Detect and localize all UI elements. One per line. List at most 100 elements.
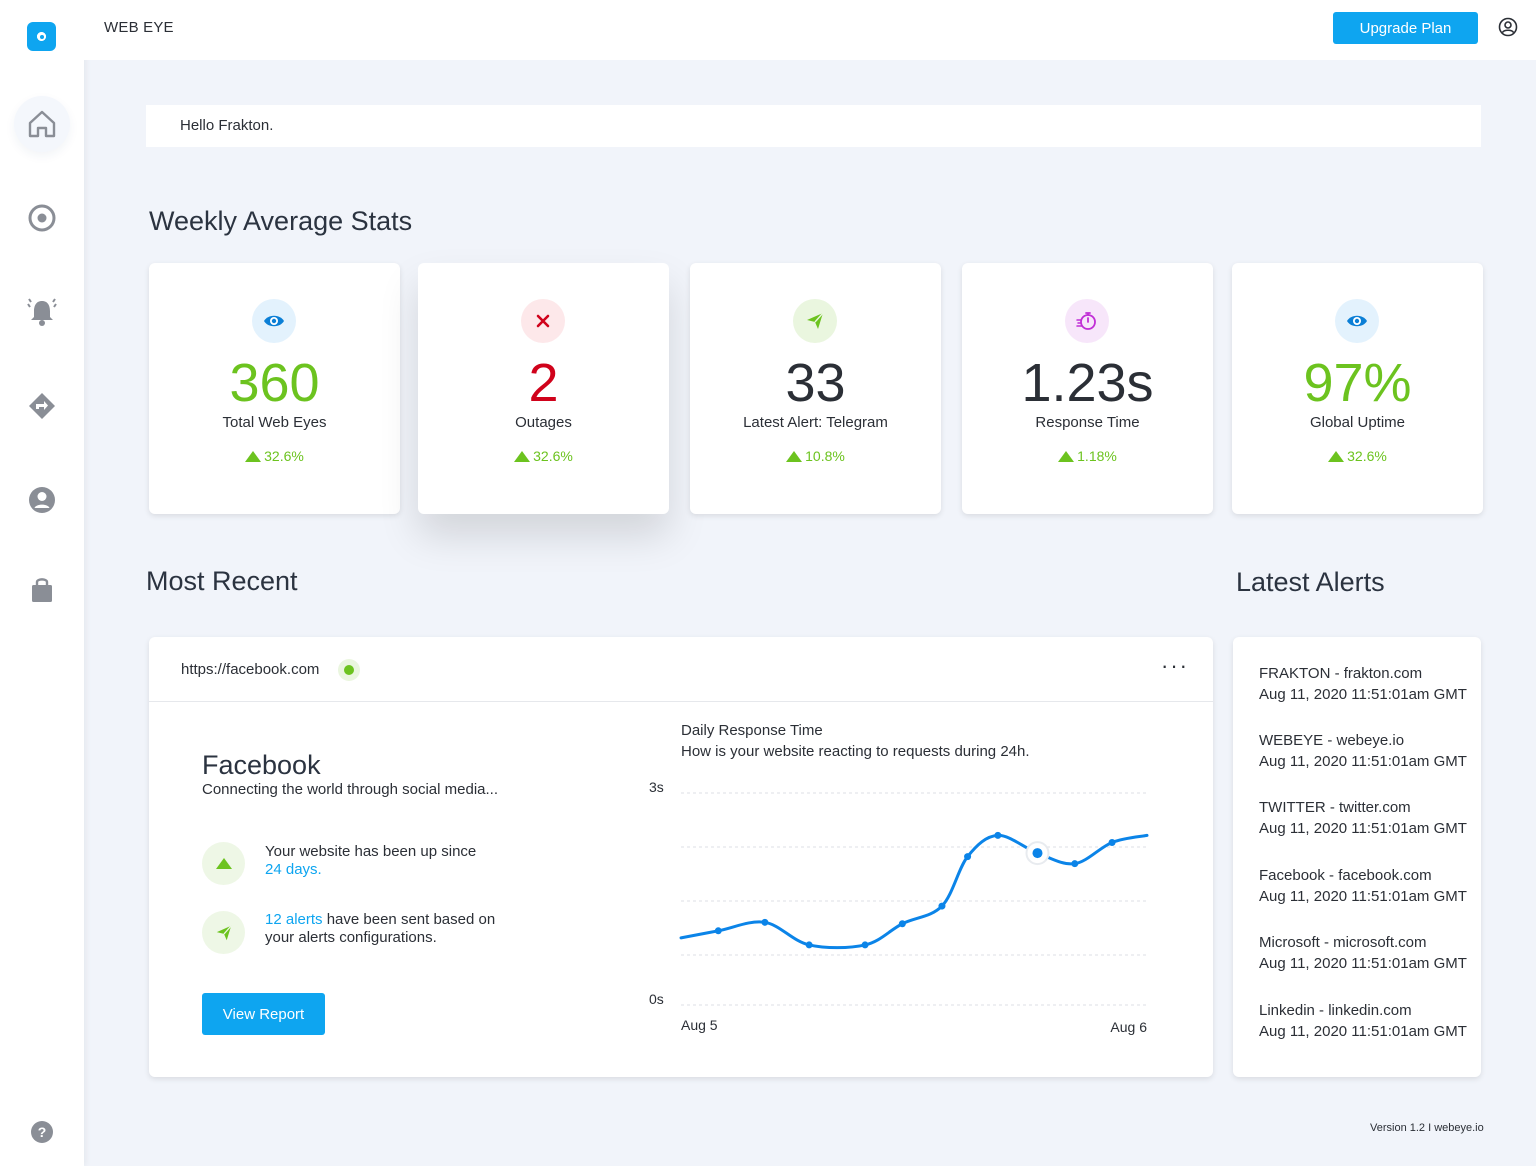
data-point[interactable] (994, 831, 1002, 839)
latest-alerts-panel: FRAKTON - frakton.com Aug 11, 2020 11:51… (1233, 637, 1481, 1077)
stat-delta-value: 32.6% (1347, 448, 1387, 464)
data-point[interactable] (714, 927, 722, 935)
nav-home[interactable] (14, 96, 70, 152)
stat-icon-wrap (252, 299, 296, 343)
stopwatch-icon (1076, 312, 1096, 330)
series-line (679, 833, 1149, 950)
nav-shop[interactable] (14, 562, 70, 618)
alert-site: Microsoft - microsoft.com (1259, 934, 1427, 951)
data-point[interactable] (1071, 860, 1079, 868)
stat-delta-value: 10.8% (805, 448, 845, 464)
trend-up-icon (245, 450, 262, 462)
alert-time: Aug 11, 2020 11:51:01am GMT (1259, 1023, 1467, 1040)
most-recent-title: Most Recent (146, 566, 298, 596)
nav-account[interactable] (14, 472, 70, 528)
stat-label: Response Time (1035, 414, 1140, 431)
data-point[interactable] (805, 941, 813, 949)
direction-icon (29, 393, 55, 419)
data-point[interactable] (898, 920, 906, 928)
y-tick-label: 3s (649, 779, 664, 795)
alert-item[interactable]: FRAKTON - frakton.com Aug 11, 2020 11:51… (1259, 663, 1467, 705)
brand-name: WEB EYE (104, 19, 174, 36)
site-name: Facebook (202, 750, 321, 780)
stat-delta-value: 32.6% (533, 448, 573, 464)
version-footer: Version 1.2 I webeye.io (1370, 1122, 1484, 1134)
stat-delta: 32.6% (418, 448, 669, 464)
alerts-text-2: your alerts configurations. (265, 929, 437, 946)
sidebar: ? (0, 0, 84, 1166)
top-header: WEB EYE Upgrade Plan (84, 0, 1536, 60)
stat-icon-wrap (521, 299, 565, 343)
stat-value: 1.23s (1021, 353, 1154, 413)
data-point[interactable] (1108, 838, 1116, 846)
stat-delta: 1.18% (962, 448, 1213, 464)
stat-value: 360 (229, 353, 320, 413)
weekly-stats-title: Weekly Average Stats (149, 206, 413, 236)
uptime-days-link[interactable]: 24 days. (265, 861, 322, 878)
latest-alerts-title: Latest Alerts (1236, 567, 1385, 597)
target-icon (28, 204, 56, 232)
nav-monitors[interactable] (14, 190, 70, 246)
alert-item[interactable]: WEBEYE - webeye.io Aug 11, 2020 11:51:01… (1259, 730, 1467, 772)
chart-title: Daily Response Time (681, 722, 823, 739)
x-tick-label: Aug 5 (681, 1017, 718, 1033)
alert-item[interactable]: Facebook - facebook.com Aug 11, 2020 11:… (1259, 865, 1467, 907)
alert-site: Linkedin - linkedin.com (1259, 1002, 1412, 1019)
alert-time: Aug 11, 2020 11:51:01am GMT (1259, 753, 1467, 770)
stat-icon-wrap (1065, 299, 1109, 343)
stat-value: 97% (1303, 353, 1412, 413)
alerts-count-link[interactable]: 12 alerts (265, 911, 323, 928)
alerts-info: 12 alerts have been sent based on your a… (265, 911, 525, 947)
stat-card-outages[interactable]: 2 Outages 32.6% (418, 263, 669, 514)
stat-card-latest-alert[interactable]: 33 Latest Alert: Telegram 10.8% (690, 263, 941, 514)
alert-item[interactable]: Microsoft - microsoft.com Aug 11, 2020 1… (1259, 932, 1467, 974)
stat-delta: 10.8% (690, 448, 941, 464)
alerts-icon-wrap (202, 911, 245, 954)
eye-icon (1347, 315, 1367, 327)
bell-icon (27, 298, 57, 326)
stat-label: Global Uptime (1309, 414, 1406, 431)
user-profile-icon[interactable] (1498, 17, 1518, 37)
alerts-text: have been sent based on (322, 911, 496, 928)
data-point[interactable] (861, 941, 869, 949)
y-tick-label: 0s (649, 991, 664, 1007)
help-icon[interactable]: ? (31, 1121, 53, 1143)
alert-site: WEBEYE - webeye.io (1259, 732, 1405, 749)
trend-up-icon (1058, 450, 1075, 462)
uptime-icon-wrap (202, 842, 245, 885)
nav-alerts[interactable] (14, 284, 70, 340)
series-points (714, 831, 1116, 949)
stat-label: Outages (515, 414, 572, 431)
view-report-button[interactable]: View Report (202, 993, 325, 1035)
trend-up-icon (514, 450, 531, 462)
data-point[interactable] (964, 853, 972, 861)
nav-integrations[interactable] (14, 378, 70, 434)
alert-site: FRAKTON - frakton.com (1259, 665, 1423, 682)
alert-item[interactable]: Linkedin - linkedin.com Aug 11, 2020 11:… (1259, 1000, 1467, 1042)
alert-item[interactable]: TWITTER - twitter.com Aug 11, 2020 11:51… (1259, 797, 1467, 839)
stat-value: 2 (528, 353, 559, 413)
stat-card-global-uptime[interactable]: 97% Global Uptime 32.6% (1232, 263, 1483, 514)
more-options-icon[interactable]: ··· (1161, 653, 1189, 678)
home-icon (28, 110, 56, 138)
trend-up-icon (1328, 450, 1345, 462)
site-url[interactable]: https://facebook.com (181, 661, 320, 678)
site-description: Connecting the world through social medi… (202, 781, 499, 798)
eye-icon (264, 315, 284, 327)
paper-plane-icon (807, 312, 824, 329)
recent-card-header: https://facebook.com ··· (149, 637, 1213, 702)
data-point[interactable] (761, 918, 769, 926)
data-point[interactable] (1032, 848, 1043, 859)
stat-icon-wrap (1335, 299, 1379, 343)
stat-card-total-web-eyes[interactable]: 360 Total Web Eyes 32.6% (149, 263, 400, 514)
data-point[interactable] (938, 902, 946, 910)
trend-up-icon (786, 450, 803, 462)
close-icon (536, 314, 550, 328)
alert-time: Aug 11, 2020 11:51:01am GMT (1259, 888, 1467, 905)
upgrade-plan-button[interactable]: Upgrade Plan (1333, 12, 1478, 44)
stat-icon-wrap (793, 299, 837, 343)
stat-label: Latest Alert: Telegram (743, 414, 888, 431)
stat-card-response-time[interactable]: 1.23s Response Time 1.18% (962, 263, 1213, 514)
logo-icon[interactable] (27, 22, 56, 51)
stat-value: 33 (785, 353, 846, 413)
